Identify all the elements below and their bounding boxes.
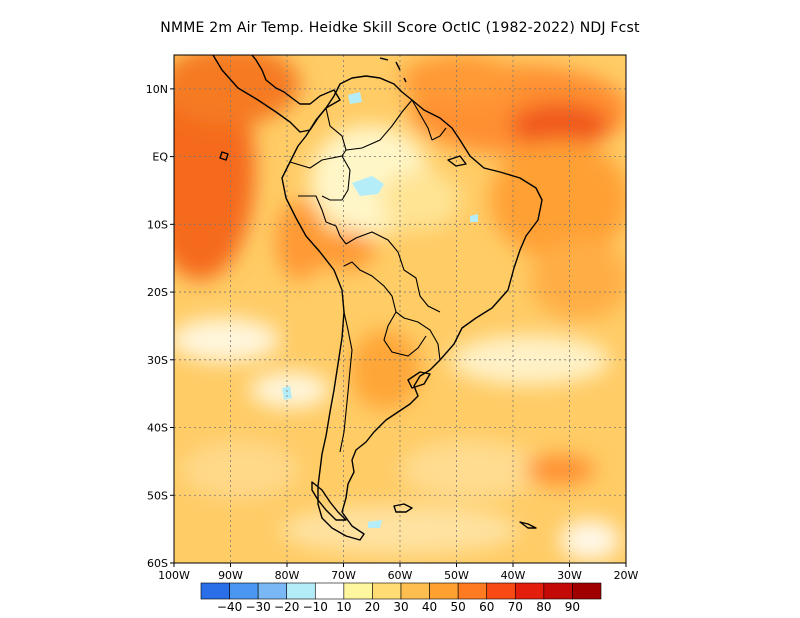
colorbar-label: 90 [565,600,580,614]
colorbar-swatch [514,582,545,600]
colorbar-swatch [429,582,459,600]
field-blob [380,170,460,230]
coastline-south-america [281,75,543,541]
lon-tick-label: 20W [614,569,639,582]
coastlines [212,55,543,541]
border [411,99,447,141]
lat-tick-label: EQ [152,151,168,164]
colorbar-label: 20 [365,600,380,614]
lon-tick-label: 70W [331,569,356,582]
colorbar-swatch [400,582,430,600]
lat-tick-label: 10S [147,218,168,231]
colorbar-label: 70 [508,600,523,614]
colorbar-label: −10 [303,600,328,614]
border [325,99,413,151]
field-blob [400,55,520,105]
map-title: NMME 2m Air Temp. Heidke Skill Score Oct… [160,20,640,36]
field-blob [174,55,300,125]
field-blob [180,440,300,500]
coastline-amazon-mouth [447,155,467,167]
coastline-rio-de-la-plata [407,371,431,389]
coastline-antilles [379,57,407,83]
lat-tick-label: 30S [147,354,168,367]
colorbar-label: 50 [451,600,466,614]
lat-tick-label: 40S [147,422,168,435]
colorbar-swatch [314,582,345,600]
colorbar-label: 40 [422,600,437,614]
negative-skill-patch [470,214,478,222]
colorbar-swatch [372,582,402,600]
field-blob [315,230,375,270]
negative-skill-patch [352,176,384,196]
border [395,311,441,361]
colorbar-swatch [543,582,573,600]
lat-tick-label: 20S [147,286,168,299]
field-blob [275,200,325,280]
colorbar-label: 80 [536,600,551,614]
border [343,261,397,313]
field-blob [525,455,595,485]
skill-field [174,55,626,563]
border [345,231,441,313]
coastline-south-georgia [519,521,537,529]
negative-skill-patch [348,92,362,104]
lon-tick-label: 40W [501,569,526,582]
field-blob [490,140,626,260]
colorbar-swatch [200,582,230,600]
colorbar-swatch [457,582,488,600]
lon-tick-label: 50W [444,569,469,582]
colorbar-swatch [229,582,259,600]
field-blob [350,330,420,410]
colorbar-swatch [286,582,316,600]
gridlines [174,55,626,563]
colorbar-label: 30 [393,600,408,614]
lon-tick-label: 80W [275,569,300,582]
border [339,311,353,453]
lon-tick-label: 60W [388,569,413,582]
border [383,311,427,357]
colorbar-label: −20 [274,600,299,614]
colorbar: −40 −30 −20 −10 10 20 30 40 50 60 70 80 90 [200,582,602,614]
lon-tick-label: 30W [557,569,582,582]
lon-tick-label: 90W [218,569,243,582]
field-blob [530,240,626,320]
negative-skill-patch [368,520,382,528]
colorbar-label: 10 [336,600,351,614]
field-blob [174,318,280,362]
country-borders [289,99,447,453]
colorbar-swatch [572,582,602,600]
field-blob [560,520,620,560]
colorbar-label: −30 [245,600,270,614]
field-blob [400,440,540,500]
colorbar-label: −40 [217,600,242,614]
coastline-tierra-del-fuego [311,481,347,521]
border [321,155,351,201]
coastline-central-america [212,55,341,133]
border [298,195,347,245]
coastline-galapagos [219,151,229,161]
colorbar-swatch [486,582,516,600]
lat-tick-label: 50S [147,489,168,502]
lat-tick-label: 10N [146,83,168,96]
lon-tick-label: 100W [158,569,190,582]
coastline-falklands [393,503,413,513]
border [289,149,347,169]
field-blob [510,103,610,147]
colorbar-label: 60 [479,600,494,614]
lat-tick-label: 60S [147,557,168,570]
colorbar-swatch [343,582,373,600]
negative-skill-patch [282,386,292,400]
colorbar-swatch [257,582,288,600]
map-axes: 100W 90W 80W 70W 60W 50W 40W 30W 20W 10N EQ 10S 20S 3… [146,83,639,582]
